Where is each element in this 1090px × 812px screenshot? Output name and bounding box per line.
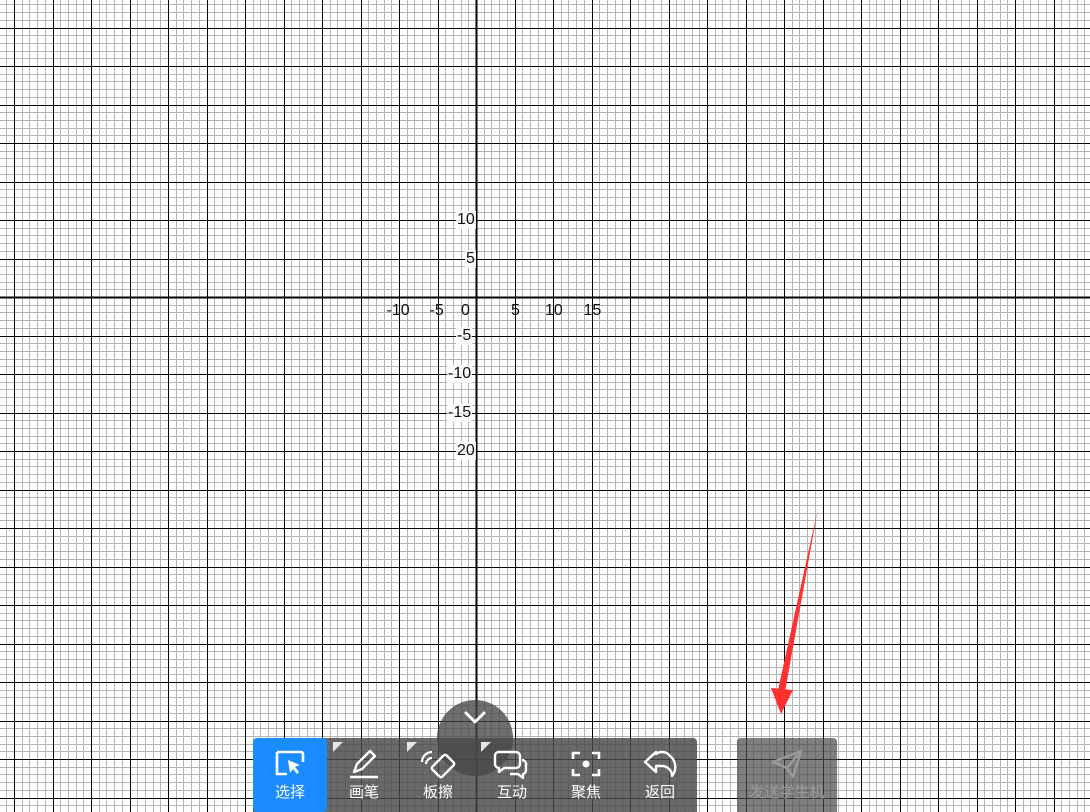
- tool-select-label: 选择: [274, 783, 305, 801]
- focus-icon: [571, 751, 601, 777]
- x-tick-label: -10: [386, 302, 410, 319]
- send-to-students-label: 发送学生机: [749, 783, 825, 801]
- x-tick-label: 10: [545, 302, 563, 319]
- bottom-toolbar: 选择 画笔 板擦 互动 聚焦: [253, 738, 697, 812]
- cursor-select-icon: [275, 750, 305, 776]
- tool-interact-button[interactable]: 互动: [475, 738, 549, 812]
- paper-plane-icon: [771, 749, 803, 779]
- tool-back-label: 返回: [644, 783, 675, 801]
- y-tick-label: 10: [456, 211, 476, 229]
- pen-icon: [350, 749, 378, 779]
- send-to-students-button[interactable]: 发送学生机: [737, 738, 837, 812]
- tool-focus-button[interactable]: 聚焦: [549, 738, 623, 812]
- x-tick-label: 5: [511, 302, 520, 319]
- tool-pen-label: 画笔: [348, 783, 379, 801]
- eraser-icon: [420, 750, 456, 779]
- y-tick-label: 5: [465, 249, 476, 268]
- y-tick-label: -5: [456, 326, 473, 345]
- y-tick-label: -10: [447, 365, 473, 383]
- y-tick-label: 20: [456, 442, 476, 460]
- tool-focus-label: 聚焦: [570, 783, 601, 801]
- chat-bubbles-icon: [493, 750, 528, 780]
- tool-select-button[interactable]: 选择: [253, 738, 327, 812]
- tool-eraser-label: 板擦: [422, 783, 453, 801]
- submenu-corner-icon: [481, 742, 491, 752]
- undo-arrow-icon: [643, 750, 677, 778]
- x-tick-label: 15: [583, 302, 602, 319]
- tool-interact-label: 互动: [496, 783, 527, 801]
- x-tick-label: -5: [429, 302, 444, 319]
- x-tick-label: 0: [461, 302, 470, 319]
- y-tick-label: -15: [447, 403, 473, 422]
- tool-eraser-button[interactable]: 板擦: [401, 738, 475, 812]
- submenu-corner-icon: [407, 742, 417, 752]
- submenu-corner-icon: [333, 742, 343, 752]
- tool-pen-button[interactable]: 画笔: [327, 738, 401, 812]
- tool-back-button[interactable]: 返回: [623, 738, 697, 812]
- chevron-down-icon: [464, 711, 486, 724]
